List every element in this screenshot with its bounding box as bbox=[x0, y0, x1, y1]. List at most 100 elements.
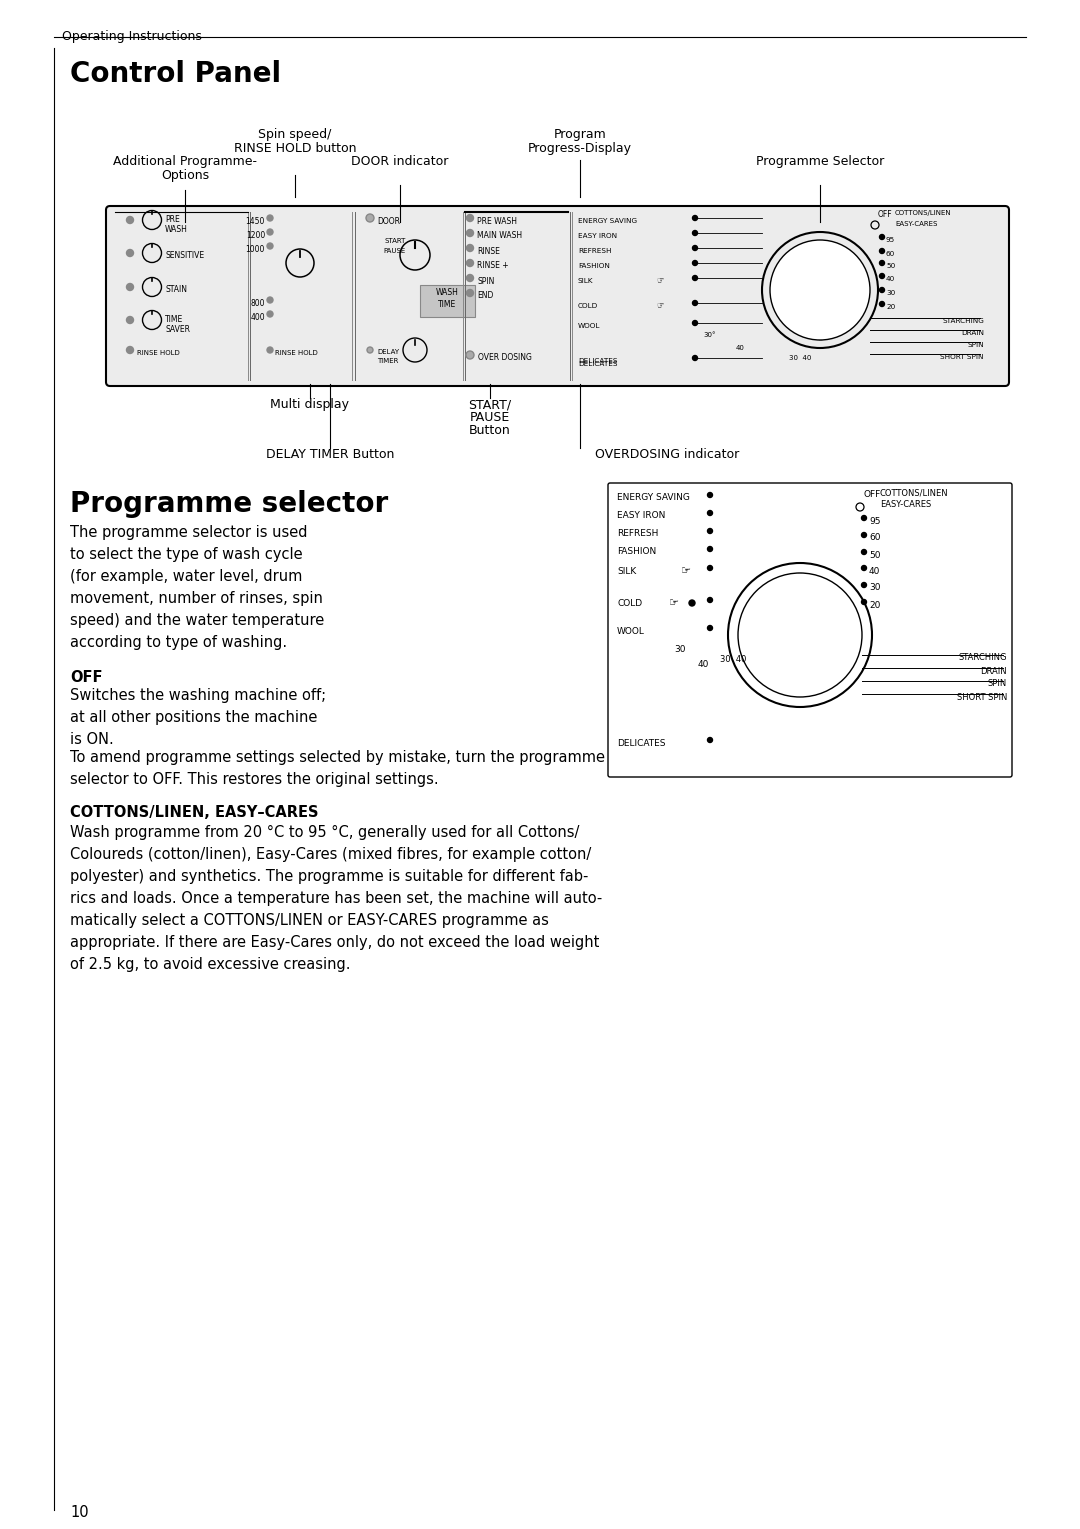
Text: Coloureds (cotton/linen), Easy-Cares (mixed fibres, for example cotton/: Coloureds (cotton/linen), Easy-Cares (mi… bbox=[70, 847, 591, 862]
Text: OVERDOSING indicator: OVERDOSING indicator bbox=[595, 448, 739, 462]
Text: EASY-CARES: EASY-CARES bbox=[895, 222, 937, 226]
Text: 40: 40 bbox=[869, 567, 880, 575]
Text: ENERGY SAVING: ENERGY SAVING bbox=[617, 494, 690, 503]
Text: 40: 40 bbox=[698, 661, 708, 670]
Circle shape bbox=[879, 301, 885, 306]
Text: SENSITIVE: SENSITIVE bbox=[165, 251, 204, 260]
Text: DOOR: DOOR bbox=[377, 217, 400, 225]
Text: movement, number of rinses, spin: movement, number of rinses, spin bbox=[70, 592, 323, 605]
Text: 30°: 30° bbox=[704, 332, 716, 338]
FancyBboxPatch shape bbox=[106, 206, 1009, 385]
Text: SAVER: SAVER bbox=[165, 326, 190, 333]
Text: SHORT SPIN: SHORT SPIN bbox=[941, 355, 984, 359]
Circle shape bbox=[126, 249, 134, 257]
Circle shape bbox=[707, 625, 713, 630]
Text: WASH: WASH bbox=[165, 225, 188, 234]
Circle shape bbox=[879, 274, 885, 278]
Text: EASY IRON: EASY IRON bbox=[578, 232, 617, 239]
Text: ☞: ☞ bbox=[681, 566, 691, 576]
Circle shape bbox=[267, 243, 273, 249]
Text: 1200: 1200 bbox=[246, 231, 265, 240]
Text: 30  40: 30 40 bbox=[719, 654, 746, 664]
Text: 50: 50 bbox=[886, 263, 895, 269]
Text: OFF: OFF bbox=[70, 670, 103, 685]
Circle shape bbox=[366, 214, 374, 222]
Circle shape bbox=[707, 546, 713, 552]
Circle shape bbox=[126, 317, 134, 324]
Circle shape bbox=[707, 529, 713, 534]
Text: REFRESH: REFRESH bbox=[578, 248, 611, 254]
Text: FASHION: FASHION bbox=[617, 547, 657, 557]
Circle shape bbox=[879, 234, 885, 240]
Text: 50: 50 bbox=[869, 550, 880, 560]
Text: Program: Program bbox=[554, 128, 606, 141]
Text: SPIN: SPIN bbox=[477, 277, 495, 286]
Text: speed) and the water temperature: speed) and the water temperature bbox=[70, 613, 324, 628]
Circle shape bbox=[692, 301, 698, 306]
Circle shape bbox=[879, 249, 885, 254]
Text: 800: 800 bbox=[251, 298, 265, 307]
Text: DELICATES: DELICATES bbox=[578, 358, 618, 364]
Circle shape bbox=[862, 549, 866, 555]
Text: RINSE +: RINSE + bbox=[477, 261, 509, 271]
Text: 30: 30 bbox=[674, 645, 686, 654]
Text: Spin speed/: Spin speed/ bbox=[258, 128, 332, 141]
Text: Multi display: Multi display bbox=[270, 398, 350, 411]
Text: ☞: ☞ bbox=[657, 277, 664, 286]
Text: TIME: TIME bbox=[165, 315, 184, 324]
Text: 60: 60 bbox=[886, 251, 895, 257]
Circle shape bbox=[862, 583, 866, 587]
Text: COTTONS/LINEN: COTTONS/LINEN bbox=[880, 488, 948, 497]
Circle shape bbox=[770, 240, 870, 339]
Circle shape bbox=[862, 599, 866, 604]
Text: 60: 60 bbox=[869, 534, 880, 543]
Circle shape bbox=[126, 217, 134, 223]
Text: selector to OFF. This restores the original settings.: selector to OFF. This restores the origi… bbox=[70, 772, 438, 787]
Text: 30: 30 bbox=[869, 584, 880, 593]
Text: COLD: COLD bbox=[617, 598, 643, 607]
Text: polyester) and synthetics. The programme is suitable for different fab-: polyester) and synthetics. The programme… bbox=[70, 868, 589, 884]
Text: (for example, water level, drum: (for example, water level, drum bbox=[70, 569, 302, 584]
Text: 95: 95 bbox=[869, 517, 880, 526]
Text: ☞: ☞ bbox=[669, 598, 679, 609]
Text: Operating Instructions: Operating Instructions bbox=[62, 31, 202, 43]
Text: Programme Selector: Programme Selector bbox=[756, 154, 885, 168]
Circle shape bbox=[862, 515, 866, 520]
Circle shape bbox=[467, 260, 473, 266]
Text: 10: 10 bbox=[70, 1505, 89, 1520]
Text: RINSE HOLD: RINSE HOLD bbox=[137, 350, 179, 356]
Text: WOOL: WOOL bbox=[617, 627, 645, 636]
Text: at all other positions the machine: at all other positions the machine bbox=[70, 709, 318, 725]
Text: START: START bbox=[384, 239, 406, 245]
Text: Control Panel: Control Panel bbox=[70, 60, 281, 89]
Circle shape bbox=[126, 283, 134, 291]
Text: STARCHING: STARCHING bbox=[942, 318, 984, 324]
Text: of 2.5 kg, to avoid excessive creasing.: of 2.5 kg, to avoid excessive creasing. bbox=[70, 957, 351, 972]
Text: 1000: 1000 bbox=[245, 245, 265, 254]
Circle shape bbox=[267, 216, 273, 222]
Text: is ON.: is ON. bbox=[70, 732, 113, 748]
Text: EASY-CARES: EASY-CARES bbox=[880, 500, 931, 509]
Text: 40: 40 bbox=[735, 346, 744, 352]
Text: END: END bbox=[477, 292, 494, 301]
Circle shape bbox=[692, 356, 698, 361]
Text: RINSE: RINSE bbox=[477, 246, 500, 255]
Text: RINSE HOLD: RINSE HOLD bbox=[275, 350, 318, 356]
Bar bbox=[420, 284, 475, 317]
Text: SILK: SILK bbox=[617, 567, 636, 575]
Circle shape bbox=[367, 347, 373, 353]
Text: STAIN: STAIN bbox=[165, 286, 187, 295]
Text: DELICATES: DELICATES bbox=[578, 361, 618, 367]
Text: OFF: OFF bbox=[878, 209, 893, 219]
Text: 40: 40 bbox=[886, 277, 895, 281]
Text: 30: 30 bbox=[886, 291, 895, 297]
Circle shape bbox=[692, 321, 698, 326]
Text: matically select a COTTONS/LINEN or EASY-CARES programme as: matically select a COTTONS/LINEN or EASY… bbox=[70, 913, 549, 928]
Text: ENERGY SAVING: ENERGY SAVING bbox=[578, 219, 637, 225]
Text: EASY IRON: EASY IRON bbox=[617, 512, 665, 520]
Text: Progress-Display: Progress-Display bbox=[528, 142, 632, 154]
Text: DRAIN: DRAIN bbox=[961, 330, 984, 336]
Text: 30  40: 30 40 bbox=[788, 355, 811, 361]
Circle shape bbox=[879, 260, 885, 266]
Text: STARCHING: STARCHING bbox=[959, 653, 1007, 662]
